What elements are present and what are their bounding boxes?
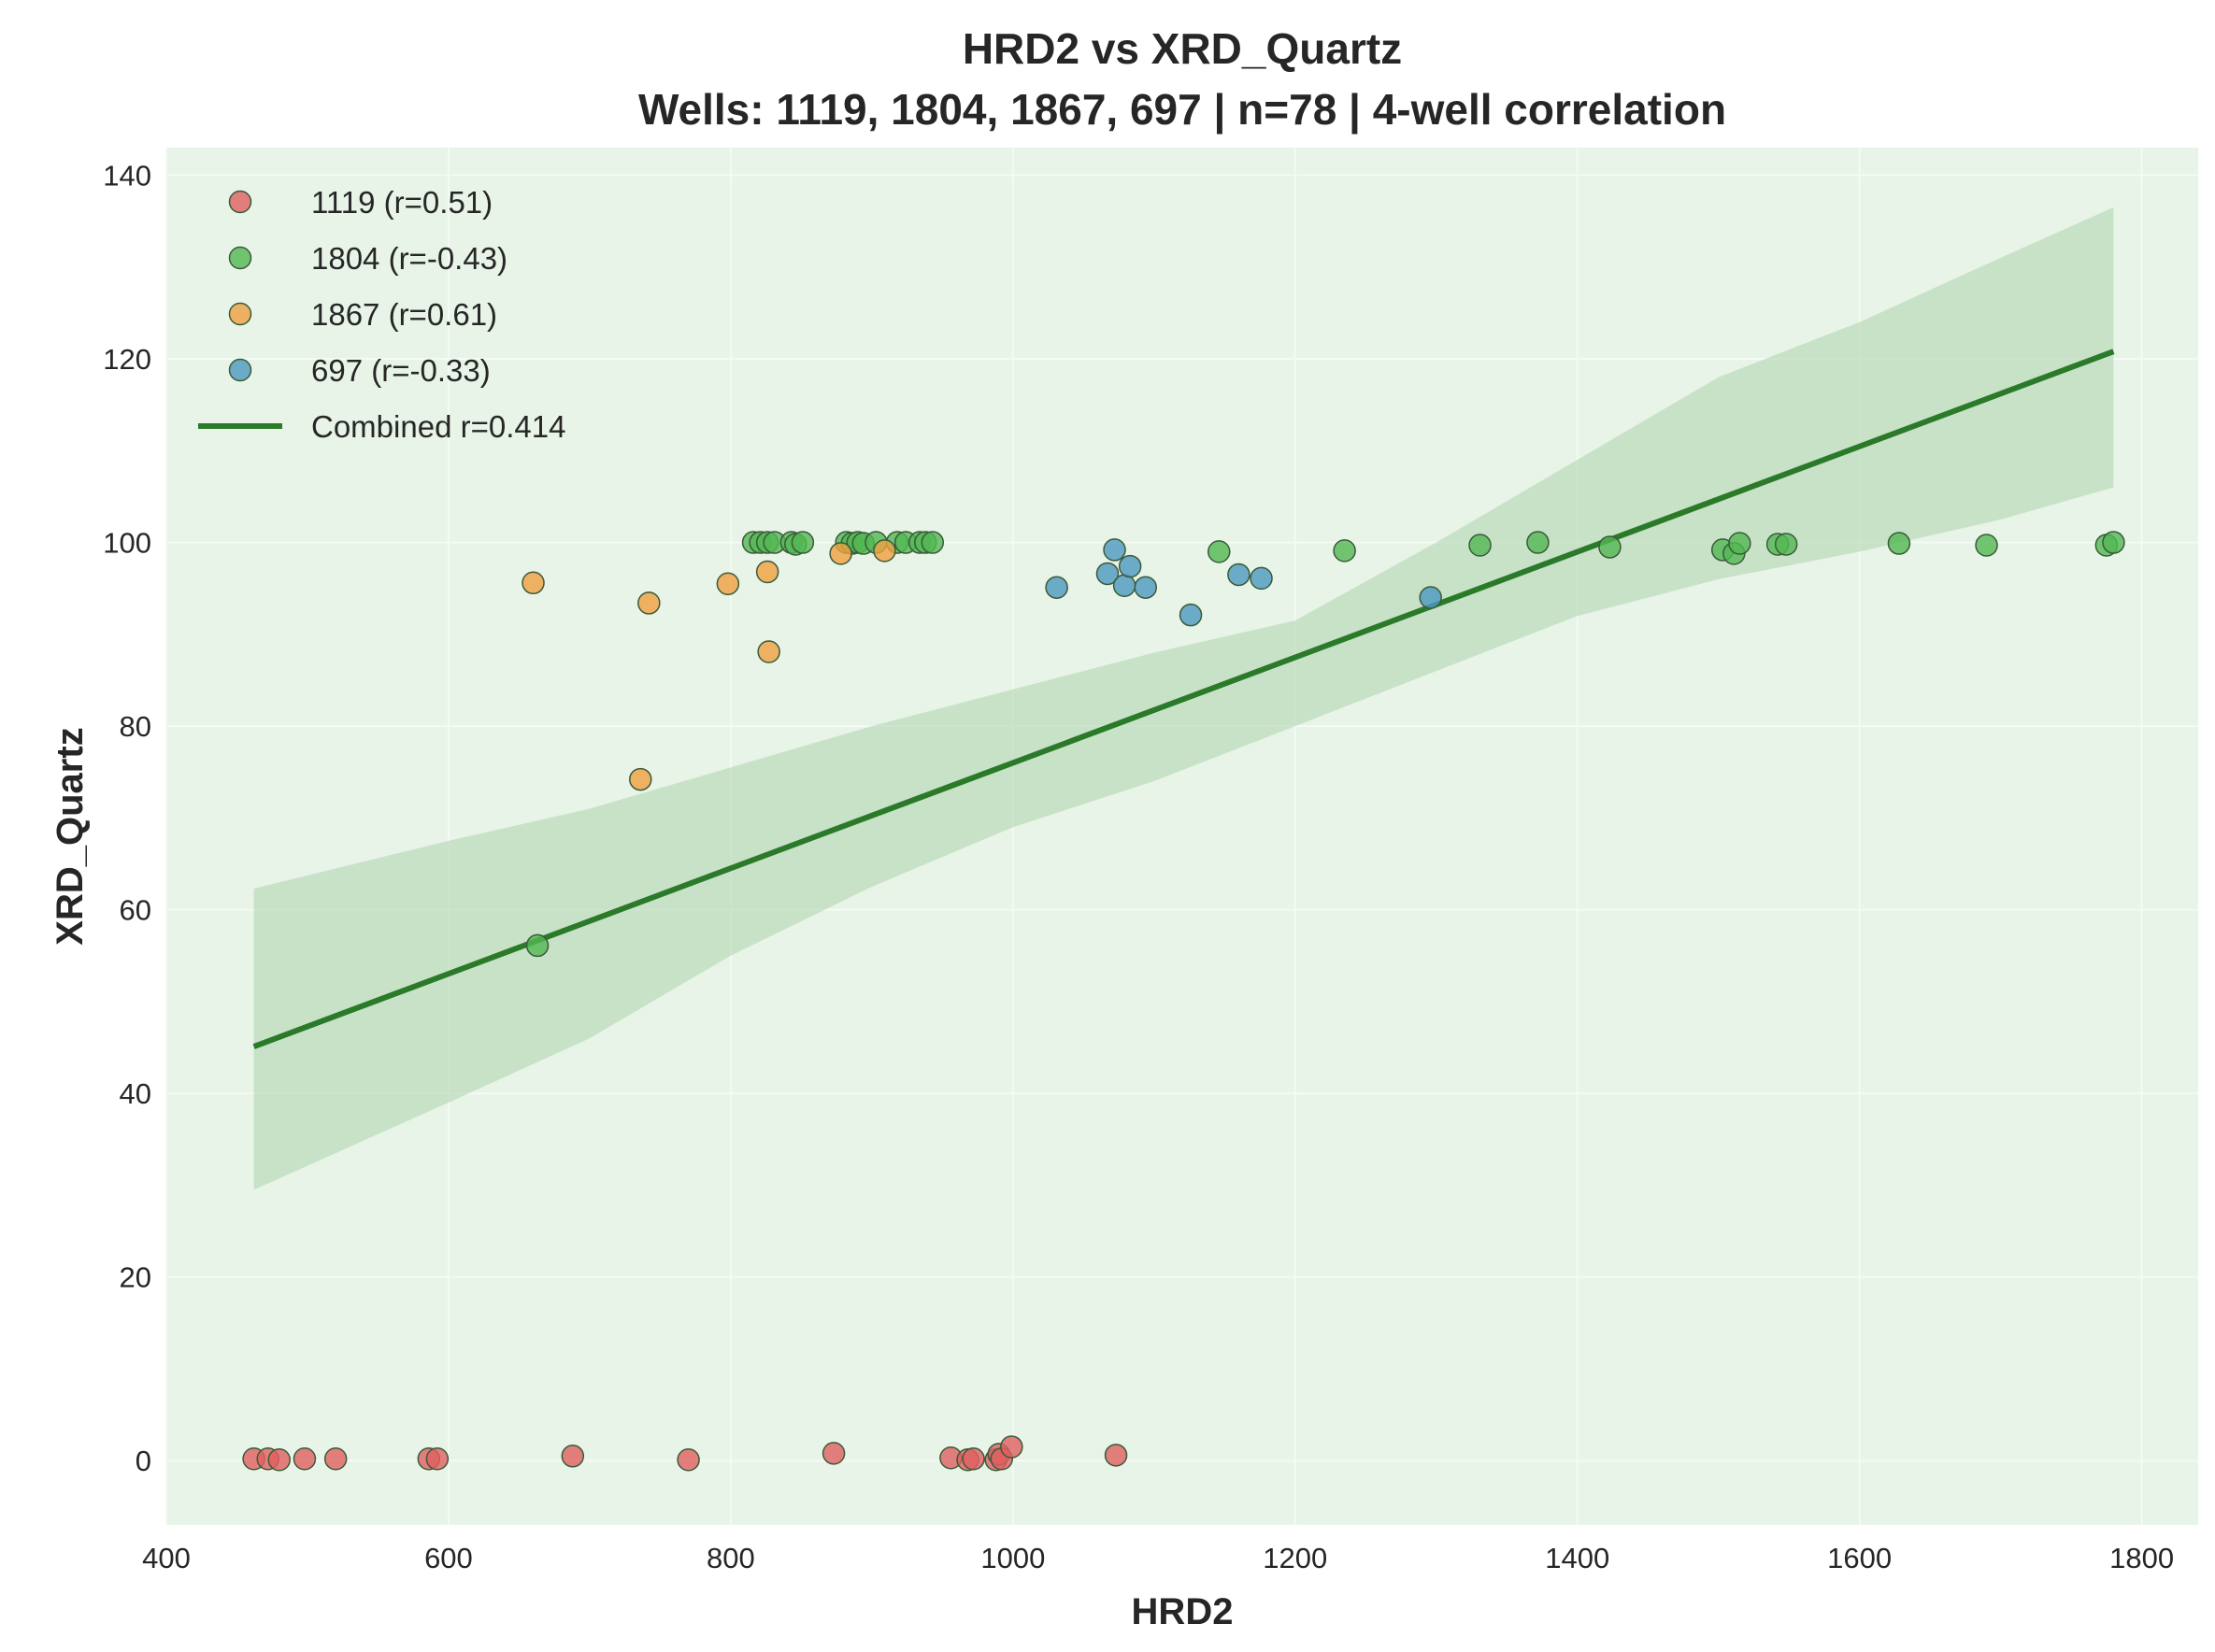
- data-point: [791, 531, 815, 554]
- x-axis-label: HRD2: [1132, 1591, 1234, 1632]
- data-point: [1179, 603, 1203, 627]
- y-tick-label: 20: [120, 1261, 151, 1294]
- data-point: [1104, 1444, 1128, 1467]
- data-point: [1975, 534, 1998, 557]
- y-tick-label: 60: [120, 894, 151, 927]
- fit-line-group: [252, 349, 2115, 1049]
- y-tick-label: 40: [120, 1077, 151, 1110]
- data-point: [323, 1446, 348, 1471]
- data-point: [561, 1445, 585, 1468]
- data-point: [425, 1446, 450, 1471]
- data-point: [629, 767, 652, 791]
- tick-labels: 400 600 800 1000 1200 1400 1600 1800 0 20 40 60 80 10…: [103, 159, 2174, 1574]
- legend-marker: [228, 358, 252, 382]
- data-point: [873, 539, 896, 563]
- data-point: [1103, 538, 1126, 562]
- legend-label: 1804 (r=-0.43): [311, 241, 507, 276]
- x-tick-label: 1800: [2109, 1542, 2174, 1574]
- legend-label: 1119 (r=0.51): [311, 185, 493, 220]
- x-tick-label: 1200: [1263, 1542, 1327, 1574]
- data-point: [822, 1442, 846, 1465]
- data-point: [1774, 533, 1798, 556]
- data-point: [1887, 532, 1911, 555]
- data-point: [293, 1446, 317, 1471]
- legend-marker: [228, 302, 252, 326]
- y-tick-label: 100: [103, 527, 151, 560]
- chart-title: HRD2 vs XRD_Quartz: [963, 24, 1402, 73]
- data-point: [1419, 586, 1442, 609]
- data-point: [757, 640, 780, 663]
- legend-marker: [228, 246, 252, 270]
- data-point: [829, 542, 852, 565]
- data-point: [921, 531, 945, 554]
- data-point: [1134, 576, 1157, 599]
- data-point: [522, 571, 545, 595]
- legend-label: 697 (r=-0.33): [311, 353, 491, 388]
- y-tick-label: 140: [103, 159, 151, 192]
- data-point: [677, 1447, 700, 1472]
- data-point: [1526, 531, 1550, 554]
- legend: 1119 (r=0.51) 1804 (r=-0.43) 1867 (r=0.61)…: [198, 185, 565, 444]
- x-tick-label: 800: [707, 1542, 755, 1574]
- x-tick-label: 1000: [980, 1542, 1045, 1574]
- data-point: [1118, 554, 1142, 578]
- data-point: [1208, 540, 1231, 563]
- x-tick-label: 1400: [1545, 1542, 1609, 1574]
- data-point: [1250, 566, 1273, 591]
- legend-label: Combined r=0.414: [311, 409, 565, 444]
- fit-line: [252, 349, 2115, 1049]
- data-point: [2102, 531, 2125, 554]
- data-point: [1095, 562, 1120, 586]
- data-point: [1000, 1435, 1023, 1459]
- data-point: [267, 1447, 292, 1472]
- scatter-points: [242, 531, 2125, 1472]
- data-point: [1333, 539, 1356, 563]
- data-point: [716, 572, 740, 596]
- data-point: [1598, 535, 1622, 559]
- y-tick-label: 0: [136, 1445, 151, 1477]
- data-point: [755, 560, 779, 584]
- data-point: [962, 1446, 985, 1471]
- chart-subtitle: Wells: 1119, 1804, 1867, 697 | n=78 | 4-…: [638, 85, 1726, 134]
- legend-label: 1867 (r=0.61): [311, 297, 497, 332]
- data-point: [1112, 574, 1136, 597]
- x-tick-label: 400: [142, 1542, 191, 1574]
- data-point: [1227, 563, 1250, 587]
- data-point: [1468, 534, 1492, 557]
- data-point: [637, 591, 661, 615]
- y-tick-label: 80: [120, 710, 151, 743]
- legend-marker: [228, 190, 252, 214]
- grid: [165, 148, 2198, 1525]
- y-tick-label: 120: [103, 343, 151, 376]
- data-point: [525, 933, 550, 958]
- data-point: [1045, 576, 1068, 599]
- data-point: [1728, 532, 1751, 555]
- x-tick-label: 1600: [1827, 1542, 1892, 1574]
- y-axis-label: XRD_Quartz: [50, 727, 91, 945]
- x-tick-label: 600: [424, 1542, 473, 1574]
